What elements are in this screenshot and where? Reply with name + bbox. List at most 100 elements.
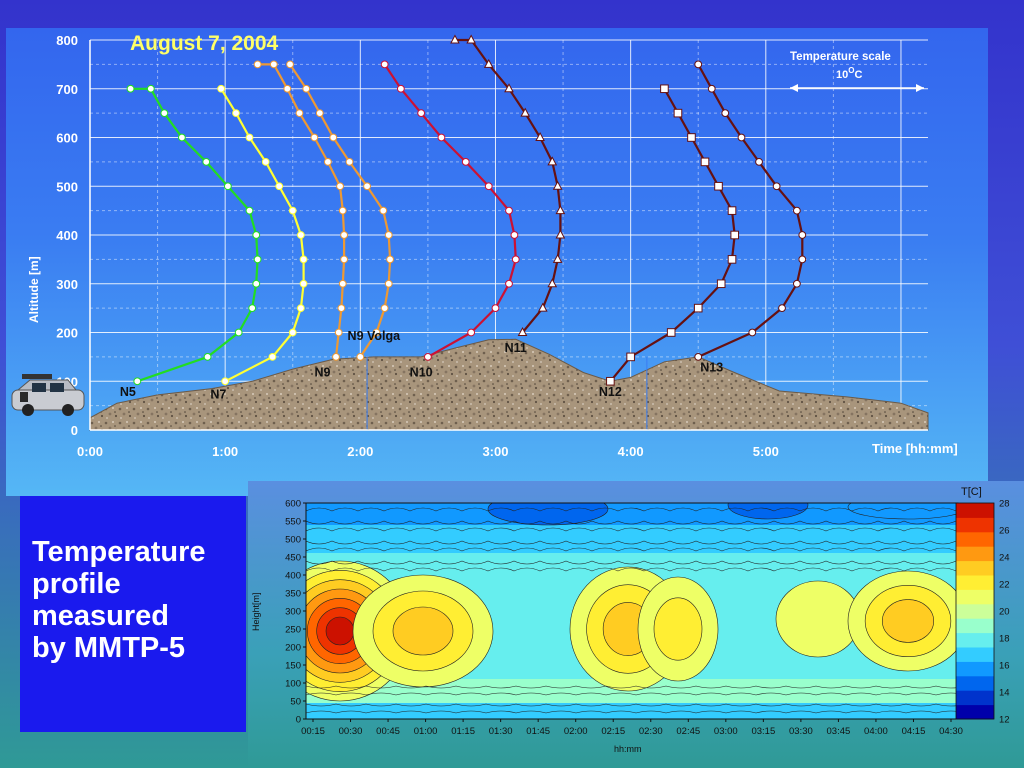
data-point	[748, 328, 757, 337]
contour-line	[306, 567, 958, 572]
heatmap-x-tick-label: 02:45	[676, 726, 700, 737]
colorbar-segment	[956, 603, 994, 619]
data-point	[340, 255, 349, 264]
data-point	[336, 182, 344, 191]
series-n11	[450, 34, 566, 336]
grid	[89, 39, 928, 431]
station-label-n7: N7	[210, 387, 226, 401]
data-point	[424, 352, 432, 361]
data-point	[310, 133, 319, 142]
heatmap-x-tick-label: 02:00	[564, 726, 588, 737]
heatmap-x-tick-label: 03:00	[714, 726, 738, 737]
data-point	[694, 60, 703, 69]
data-point	[520, 107, 531, 117]
data-point	[245, 206, 254, 215]
data-point	[466, 34, 476, 44]
series-line	[454, 38, 562, 334]
colorbar-tick-label: 22	[999, 580, 1010, 591]
data-point	[223, 182, 232, 191]
heatmap-y-tick-label: 550	[285, 517, 301, 528]
y-tick-label: 400	[56, 228, 78, 243]
chart-title: August 7, 2004	[130, 32, 279, 55]
data-point	[694, 352, 703, 361]
colorbar-segment	[956, 503, 994, 518]
data-point	[552, 180, 563, 190]
heatmap-y-tick-label: 350	[285, 589, 301, 600]
data-point	[268, 352, 277, 361]
data-point	[606, 376, 615, 386]
heatmap-x-tick-label: 04:00	[864, 726, 888, 737]
data-point	[363, 182, 371, 191]
caption-line-1: Temperature	[32, 536, 206, 568]
station-label-n13: N13	[700, 361, 723, 375]
temperature-contour	[775, 580, 861, 658]
ground-profile	[89, 338, 929, 431]
data-point	[232, 109, 240, 118]
field-band	[306, 703, 958, 719]
data-point	[555, 229, 566, 239]
data-point	[626, 352, 635, 362]
data-point	[160, 109, 169, 118]
colorbar-segment	[956, 647, 994, 662]
data-point	[535, 131, 545, 141]
data-point	[737, 133, 746, 142]
data-point	[555, 205, 566, 215]
data-point	[714, 181, 723, 191]
data-point	[295, 109, 304, 118]
heatmap-x-tick-label: 02:30	[639, 726, 663, 737]
data-point	[288, 206, 297, 215]
y-axis-title: Altitude [m]	[27, 256, 41, 323]
data-point	[345, 157, 354, 166]
colorbar-segment	[956, 618, 994, 634]
caption-line-4: by MMTP-5	[32, 632, 186, 664]
colorbar-tick-label: 16	[999, 661, 1010, 672]
station-label-n9: N9	[314, 365, 330, 379]
data-point	[772, 182, 781, 191]
data-point	[340, 231, 349, 239]
colorbar-segment	[956, 690, 994, 706]
data-point	[146, 84, 155, 93]
data-point	[356, 352, 365, 361]
data-point	[283, 84, 292, 93]
colorbar-title: T[C]	[961, 486, 982, 498]
heatmap-axes: 0 50 100 150 200 250 300 350 400 450 500 550 600 00:1…	[285, 499, 963, 738]
data-point	[666, 328, 676, 337]
heatmap-x-tick-label: 01:15	[451, 726, 475, 737]
colorbar-segment	[956, 575, 994, 590]
colorbar-segment	[956, 546, 994, 562]
profile-chart-panel: 01002003004005006007008000:001:002:003:0…	[6, 28, 988, 496]
data-point	[792, 206, 801, 215]
y-tick-label: 0	[71, 423, 78, 438]
data-point	[299, 279, 308, 288]
colorbar-tick-label: 12	[999, 715, 1010, 726]
data-point	[504, 83, 514, 93]
caption-box: Temperature profile measured by MMTP-5	[20, 496, 246, 732]
data-point	[450, 34, 460, 44]
series-n9-volga	[286, 60, 394, 361]
data-point	[217, 84, 226, 93]
data-point	[380, 60, 389, 69]
heatmap-x-tick-label: 03:30	[789, 726, 813, 737]
data-point	[700, 157, 710, 167]
colorbar-tick-label: 14	[999, 688, 1010, 699]
scale-value: 10OC	[836, 66, 862, 81]
heatmap-y-tick-label: 150	[285, 661, 301, 672]
contour-line	[306, 547, 958, 552]
colorbar-tick-label: 24	[999, 553, 1010, 564]
data-point	[511, 255, 520, 264]
temperature-contour	[881, 599, 935, 643]
data-point	[467, 328, 476, 337]
series-layer	[126, 34, 807, 386]
heatmap-x-tick-label: 00:30	[339, 726, 363, 737]
scale-title: Temperature scale	[790, 51, 891, 63]
data-point	[253, 255, 262, 264]
colorbar-tick-label: 20	[999, 607, 1010, 618]
colorbar-segment	[956, 675, 994, 691]
data-point	[384, 231, 393, 239]
data-point	[299, 255, 308, 264]
colorbar-segment	[956, 632, 994, 648]
y-tick-label: 700	[56, 82, 78, 97]
heatmap-x-tick-label: 03:45	[827, 726, 851, 737]
data-point	[727, 206, 737, 215]
x-tick-label: 0:00	[77, 444, 103, 459]
